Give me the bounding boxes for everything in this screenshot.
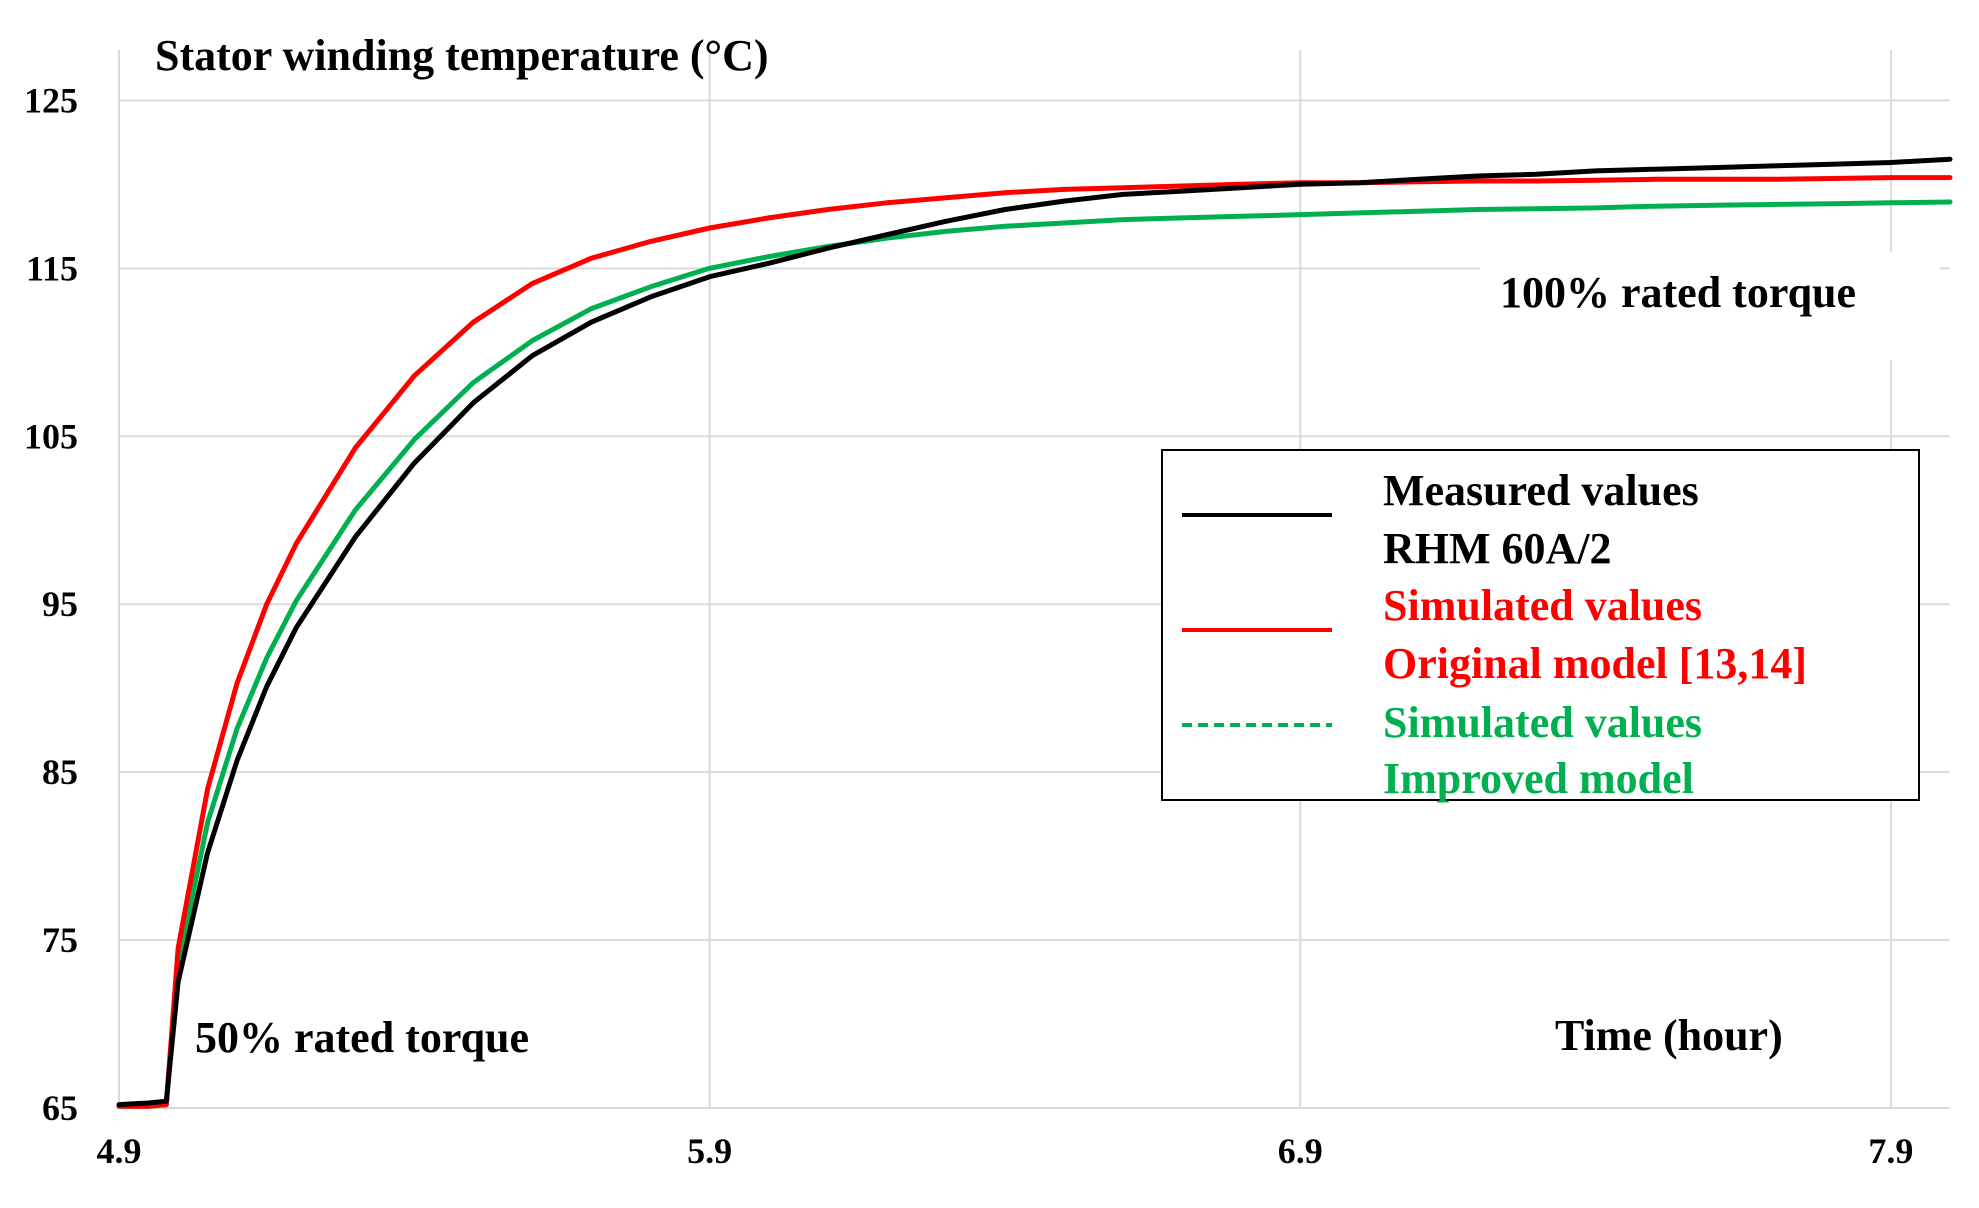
annotation-50pct-torque: 50% rated torque (195, 1013, 529, 1062)
x-tick-label: 7.9 (1868, 1131, 1913, 1171)
legend-original-line1: Simulated values (1383, 581, 1702, 630)
legend-improved-line1: Simulated values (1383, 698, 1702, 747)
legend-measured-line1: Measured values (1383, 466, 1699, 515)
series-layer (116, 156, 1953, 1109)
x-tick-label: 4.9 (97, 1131, 142, 1171)
series-original-model-line (116, 175, 1953, 1109)
x-axis-label: Time (hour) (1555, 1011, 1783, 1060)
series-measured-line (116, 156, 1953, 1108)
y-tick-label: 115 (26, 248, 78, 288)
x-tick-label: 5.9 (687, 1131, 732, 1171)
y-tick-label: 75 (42, 920, 78, 960)
annotation-mask-bottom-right (1540, 1010, 1840, 1090)
legend-improved-line2: Improved model (1383, 754, 1694, 803)
annotation-100pct-torque: 100% rated torque (1500, 268, 1856, 317)
axes (118, 50, 1950, 1109)
chart-title: Stator winding temperature (°C) (155, 31, 769, 80)
x-tick-labels: 4.9 5.9 6.9 7.9 (97, 1131, 1914, 1171)
x-tick-label: 6.9 (1278, 1131, 1323, 1171)
series-improved-model-line (116, 199, 1953, 1109)
annotation-mask-right (1480, 252, 1940, 360)
y-tick-label: 65 (42, 1088, 78, 1128)
legend-measured-line2: RHM 60A/2 (1383, 524, 1612, 573)
y-tick-label: 125 (24, 80, 78, 120)
legend-original-line2: Original model [13,14] (1383, 639, 1807, 688)
y-tick-label: 85 (42, 752, 78, 792)
legend-box (1161, 449, 1920, 801)
legend: Measured values RHM 60A/2 Simulated valu… (1161, 449, 1920, 803)
y-tick-label: 95 (42, 584, 78, 624)
y-tick-label: 105 (24, 416, 78, 456)
y-tick-labels: 65 75 85 95 105 115 125 (24, 80, 78, 1128)
